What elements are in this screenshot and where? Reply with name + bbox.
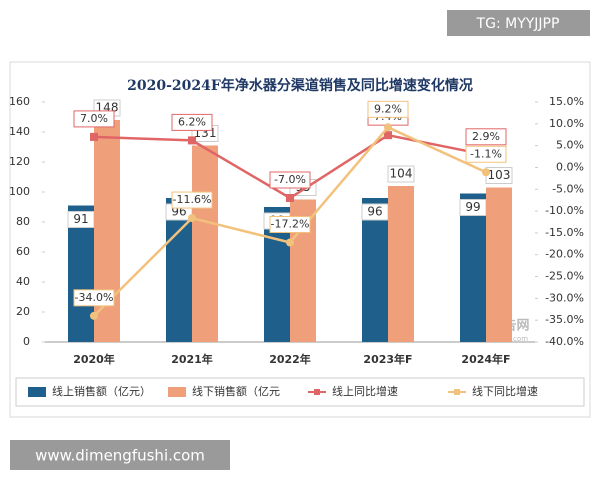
- x-tick-label: 2024年F: [461, 352, 510, 366]
- value-label-box: [171, 113, 213, 131]
- chart-title: 2020-2024F年净水器分渠道销售及同比增速变化情况: [127, 77, 473, 94]
- value-label: 91: [73, 212, 88, 226]
- y2-tick-label: -10.0%: [545, 204, 584, 217]
- legend-swatch: [168, 387, 186, 397]
- y2-tick-label: -15.0%: [545, 226, 584, 239]
- legend-marker: [454, 389, 460, 395]
- bar: [460, 193, 486, 342]
- bottom-url: www.dimengfushi.com: [35, 447, 205, 465]
- x-tick-label: 2021年: [171, 352, 213, 366]
- legend-box: [15, 377, 585, 407]
- marker: [286, 238, 294, 247]
- url-box: [10, 440, 230, 470]
- bar: [68, 205, 94, 342]
- value-label: -1.1%: [470, 147, 502, 160]
- y2-tick-label: -25.0%: [545, 270, 584, 283]
- marker: [188, 214, 196, 223]
- y-tick-label: 60: [16, 245, 30, 258]
- y-tick-label: 120: [9, 155, 30, 168]
- y-tick-label: 100: [9, 185, 30, 198]
- value-label: 6.2%: [178, 115, 206, 128]
- legend-label: 线下销售额（亿元: [192, 384, 280, 398]
- value-label: 99: [465, 200, 480, 214]
- marker: [384, 131, 392, 140]
- value-label-box: [171, 191, 213, 209]
- value-label-box: [465, 128, 507, 146]
- top-tag: TG: MYYJJPP: [476, 16, 560, 32]
- y-tick-label: 140: [9, 125, 30, 138]
- tag-box: [447, 10, 590, 36]
- y2-tick-label: -30.0%: [545, 291, 584, 304]
- bar: [94, 120, 120, 342]
- value-label-box: [269, 216, 311, 234]
- y2-tick-label: -35.0%: [545, 313, 584, 326]
- legend-marker: [314, 389, 320, 395]
- y2-tick-label: -20.0%: [545, 248, 584, 261]
- value-label-box: [73, 110, 115, 128]
- value-label: -7.0%: [274, 173, 306, 186]
- marker: [90, 311, 98, 320]
- value-label: -34.0%: [75, 291, 114, 304]
- value-label-box: [269, 171, 311, 189]
- y-tick-label: 0: [23, 335, 30, 348]
- y-tick-label: 40: [16, 275, 30, 288]
- bar: [388, 186, 414, 342]
- y2-tick-label: 0.0%: [556, 160, 584, 173]
- legend-label: 线上同比增速: [332, 384, 398, 398]
- legend-label: 线下同比增速: [472, 384, 538, 398]
- marker: [286, 194, 294, 202]
- bar: [192, 145, 218, 342]
- y2-tick-label: 15.0%: [549, 95, 584, 108]
- y2-tick-label: -5.0%: [552, 182, 584, 195]
- y2-tick-label: 5.0%: [556, 139, 584, 152]
- value-label: 103: [488, 168, 511, 182]
- bar: [362, 198, 388, 342]
- value-label-box: [465, 145, 507, 163]
- value-label: -11.6%: [173, 193, 212, 206]
- value-label: 96: [367, 205, 382, 219]
- bar: [486, 187, 512, 342]
- x-tick-label: 2020年: [73, 352, 115, 366]
- value-label: 7.0%: [80, 112, 108, 125]
- marker: [188, 136, 196, 145]
- value-label: 2.9%: [472, 130, 500, 143]
- value-label: -17.2%: [271, 218, 310, 231]
- y2-tick-label: -40.0%: [545, 335, 584, 348]
- x-tick-label: 2023年F: [363, 352, 412, 366]
- value-label: 104: [390, 167, 413, 181]
- y-tick-label: 160: [9, 95, 30, 108]
- x-tick-label: 2022年: [269, 352, 311, 366]
- legend-label: 线上销售额（亿元）: [52, 384, 151, 398]
- y-tick-label: 20: [16, 305, 30, 318]
- value-label-box: [367, 100, 409, 118]
- value-label: 9.2%: [374, 102, 402, 115]
- value-label-box: [73, 289, 115, 307]
- marker: [90, 132, 98, 141]
- y2-tick-label: 10.0%: [549, 117, 584, 130]
- legend-swatch: [28, 387, 46, 397]
- y-tick-label: 80: [16, 215, 30, 228]
- marker: [482, 168, 490, 177]
- marker: [384, 123, 392, 132]
- value-label-box: [387, 165, 415, 183]
